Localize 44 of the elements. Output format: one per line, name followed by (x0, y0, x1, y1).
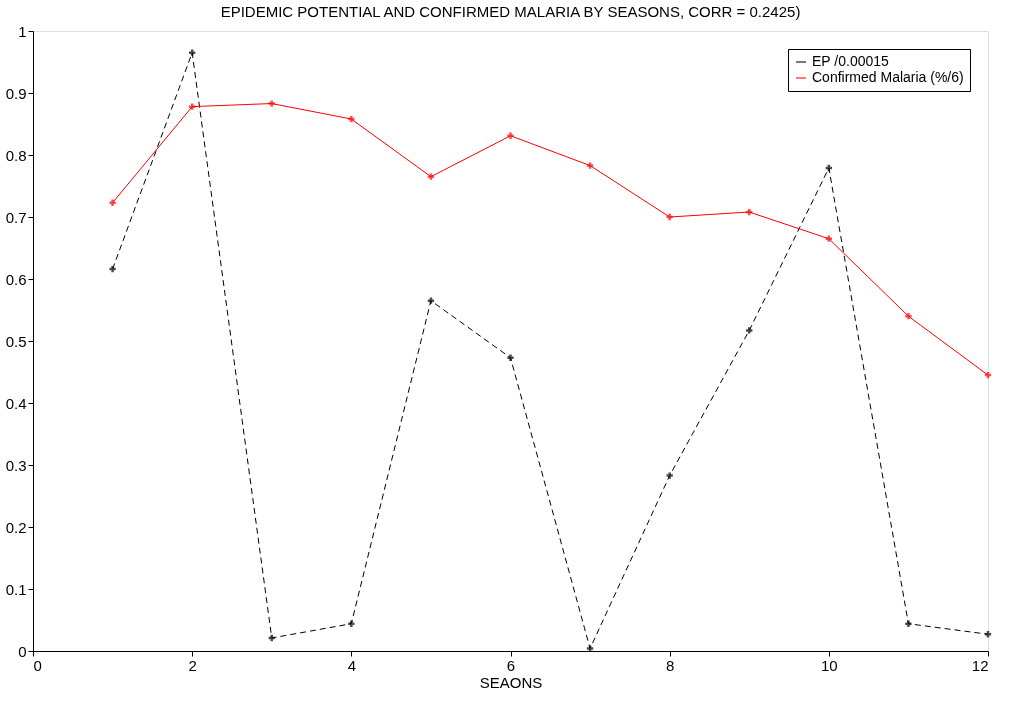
point (109, 199, 116, 206)
y-tick-label: 0 (18, 642, 27, 660)
y-tick-label: 0.3 (5, 456, 27, 474)
y-tick-label: 0.7 (5, 208, 27, 226)
y-tick-label: 0.5 (5, 332, 27, 350)
point (348, 620, 355, 627)
point (746, 327, 753, 334)
legend-label: Confirmed Malaria (%/6) (812, 69, 964, 85)
point (348, 115, 355, 123)
point (189, 49, 196, 56)
point (427, 297, 435, 304)
point (825, 235, 832, 242)
y-tick-label: 0.6 (5, 270, 27, 288)
point (746, 208, 753, 216)
point (586, 162, 594, 169)
point (905, 620, 912, 627)
point (666, 472, 673, 479)
point (507, 354, 514, 361)
point (268, 100, 275, 107)
chart-title: EPIDEMIC POTENTIAL AND CONFIRMED MALARIA BY SEASONS, CORR = 0.2425) (220, 3, 801, 20)
point (427, 173, 435, 180)
x-tick-label: 4 (347, 656, 357, 674)
point (905, 313, 912, 320)
x-tick-label: 8 (665, 656, 675, 674)
point (666, 213, 673, 221)
point (586, 645, 594, 652)
point (189, 103, 196, 110)
point (507, 132, 514, 139)
y-tick-label: 0.9 (5, 84, 27, 102)
y-tick-label: 0.2 (5, 518, 27, 536)
y-tick-label: 0.1 (5, 580, 27, 598)
point (268, 634, 275, 642)
x-axis-title: SEAONS (479, 673, 543, 691)
legend-label: EP /0.00015 (812, 53, 890, 69)
x-tick-label: 10 (820, 656, 838, 674)
point (984, 631, 992, 638)
point (109, 265, 116, 273)
x-tick-label: 6 (506, 656, 516, 674)
x-tick-label: 12 (971, 656, 989, 674)
x-tick-label: 2 (188, 656, 197, 674)
x-tick-label: 0 (33, 656, 42, 674)
y-tick-label: 0.8 (5, 146, 27, 164)
y-tick-label: 0.4 (5, 394, 27, 412)
y-tick-label: 1 (18, 22, 27, 40)
